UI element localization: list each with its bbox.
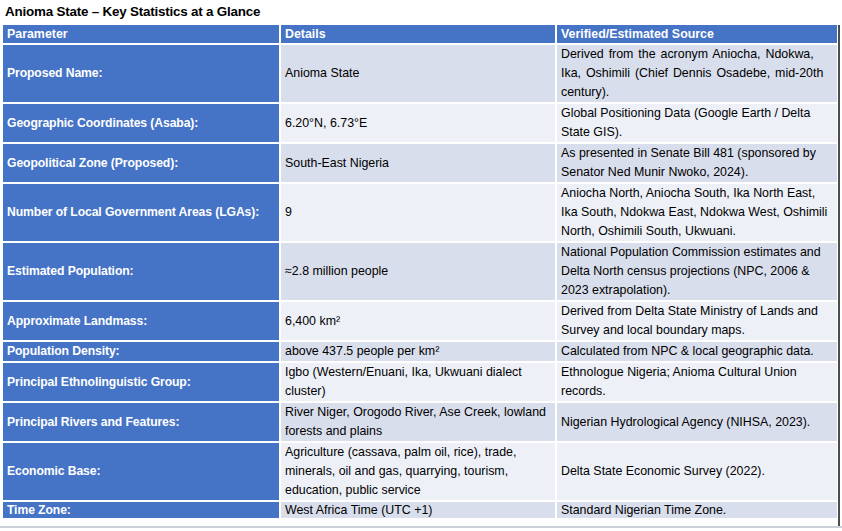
source-cell: Delta State Economic Survey (2022). xyxy=(557,443,839,502)
table-header-row: Parameter Details Verified/Estimated Sou… xyxy=(3,25,839,45)
details-cell: Anioma State xyxy=(281,45,557,104)
table-row: Time Zone: West Africa Time (UTC +1) Sta… xyxy=(3,502,839,520)
source-cell: Aniocha North, Aniocha South, Ika North … xyxy=(557,184,839,243)
details-cell: Agriculture (cassava, palm oil, rice), t… xyxy=(281,443,557,502)
param-cell: Time Zone: xyxy=(3,502,281,520)
details-cell: above 437.5 people per km² xyxy=(281,342,557,363)
table-row: Geographic Coordinates (Asaba): 6.20°N, … xyxy=(3,104,839,144)
source-cell: Global Positioning Data (Google Earth / … xyxy=(557,104,839,144)
window-edge-bottom xyxy=(0,526,842,528)
details-cell: West Africa Time (UTC +1) xyxy=(281,502,557,520)
source-cell: Nigerian Hydrological Agency (NIHSA, 202… xyxy=(557,403,839,443)
details-cell: Igbo (Western/Enuani, Ika, Ukwuani diale… xyxy=(281,363,557,403)
window-edge-right xyxy=(838,25,840,527)
table-row: Proposed Name: Anioma State Derived from… xyxy=(3,45,839,104)
source-cell: National Population Commission estimates… xyxy=(557,243,839,302)
source-cell: Standard Nigerian Time Zone. xyxy=(557,502,839,520)
header-source: Verified/Estimated Source xyxy=(557,25,839,45)
table-row: Number of Local Government Areas (LGAs):… xyxy=(3,184,839,243)
table-row: Population Density: above 437.5 people p… xyxy=(3,342,839,363)
table-row: Estimated Population: ≈2.8 million peopl… xyxy=(3,243,839,302)
source-cell: Ethnologue Nigeria; Anioma Cultural Unio… xyxy=(557,363,839,403)
param-cell: Principal Rivers and Features: xyxy=(3,403,281,443)
details-cell: 6.20°N, 6.73°E xyxy=(281,104,557,144)
page-title: Anioma State – Key Statistics at a Glanc… xyxy=(5,4,260,19)
param-cell: Number of Local Government Areas (LGAs): xyxy=(3,184,281,243)
table-row: Principal Ethnolinguistic Group: Igbo (W… xyxy=(3,363,839,403)
param-cell: Estimated Population: xyxy=(3,243,281,302)
param-cell: Geopolitical Zone (Proposed): xyxy=(3,144,281,184)
source-cell: As presented in Senate Bill 481 (sponsor… xyxy=(557,144,839,184)
source-cell: Calculated from NPC & local geographic d… xyxy=(557,342,839,363)
param-cell: Principal Ethnolinguistic Group: xyxy=(3,363,281,403)
details-cell: 6,400 km² xyxy=(281,302,557,342)
details-cell: South-East Nigeria xyxy=(281,144,557,184)
header-details: Details xyxy=(281,25,557,45)
table-row: Economic Base: Agriculture (cassava, pal… xyxy=(3,443,839,502)
details-cell: River Niger, Orogodo River, Ase Creek, l… xyxy=(281,403,557,443)
source-cell: Derived from Delta State Ministry of Lan… xyxy=(557,302,839,342)
details-cell: 9 xyxy=(281,184,557,243)
param-cell: Economic Base: xyxy=(3,443,281,502)
table-row: Principal Rivers and Features: River Nig… xyxy=(3,403,839,443)
details-cell: ≈2.8 million people xyxy=(281,243,557,302)
table-row: Approximate Landmass: 6,400 km² Derived … xyxy=(3,302,839,342)
param-cell: Proposed Name: xyxy=(3,45,281,104)
statistics-table: Parameter Details Verified/Estimated Sou… xyxy=(3,25,839,520)
param-cell: Approximate Landmass: xyxy=(3,302,281,342)
param-cell: Geographic Coordinates (Asaba): xyxy=(3,104,281,144)
param-cell: Population Density: xyxy=(3,342,281,363)
table-row: Geopolitical Zone (Proposed): South-East… xyxy=(3,144,839,184)
header-parameter: Parameter xyxy=(3,25,281,45)
source-cell: Derived from the acronym Aniocha, Ndokwa… xyxy=(557,45,839,104)
